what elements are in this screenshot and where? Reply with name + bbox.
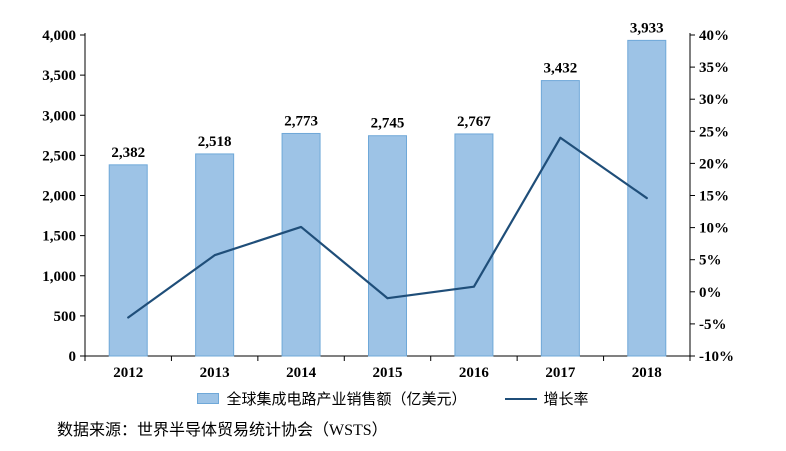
svg-text:2018: 2018 — [632, 365, 662, 381]
svg-text:1,000: 1,000 — [42, 269, 76, 285]
svg-text:3,432: 3,432 — [543, 61, 577, 77]
svg-text:0%: 0% — [699, 285, 722, 301]
svg-text:4,000: 4,000 — [42, 28, 76, 44]
line-series-label: 增长率 — [543, 392, 589, 408]
svg-text:2013: 2013 — [200, 365, 230, 381]
legend-item-sales: 全球集成电路产业销售额（亿美元） — [197, 388, 467, 409]
svg-text:2017: 2017 — [545, 365, 576, 381]
svg-text:30%: 30% — [699, 92, 729, 108]
bar-series-swatch — [197, 393, 220, 404]
svg-text:15%: 15% — [699, 189, 729, 205]
svg-text:500: 500 — [54, 309, 77, 325]
svg-text:3,500: 3,500 — [42, 68, 76, 84]
bar-series-label: 全球集成电路产业销售额（亿美元） — [226, 392, 467, 408]
svg-text:1,500: 1,500 — [42, 229, 76, 245]
svg-text:35%: 35% — [699, 60, 729, 76]
svg-text:0: 0 — [69, 349, 77, 365]
svg-text:2014: 2014 — [286, 365, 317, 381]
svg-text:3,000: 3,000 — [42, 108, 76, 124]
svg-text:2,382: 2,382 — [111, 145, 145, 161]
svg-text:2,000: 2,000 — [42, 189, 76, 205]
svg-text:40%: 40% — [699, 28, 729, 44]
svg-text:25%: 25% — [699, 124, 729, 140]
svg-text:2,767: 2,767 — [457, 114, 491, 130]
svg-text:10%: 10% — [699, 221, 729, 237]
svg-text:2,773: 2,773 — [284, 113, 318, 129]
svg-text:2016: 2016 — [459, 365, 490, 381]
svg-text:2,518: 2,518 — [198, 134, 232, 150]
svg-text:-10%: -10% — [699, 349, 734, 365]
svg-text:5%: 5% — [699, 253, 722, 269]
source-note: 数据来源：世界半导体贸易统计协会（WSTS） — [57, 422, 388, 439]
svg-text:20%: 20% — [699, 156, 729, 172]
legend-item-growth: 增长率 — [504, 388, 589, 409]
svg-text:2012: 2012 — [113, 365, 143, 381]
legend: 全球集成电路产业销售额（亿美元） 增长率 — [0, 388, 786, 409]
combo-chart: 0 500 1,000 1,500 2,000 2,500 3,000 3,500 4,000 -… — [42, 20, 734, 381]
svg-text:2,500: 2,500 — [42, 148, 76, 164]
svg-text:3,933: 3,933 — [630, 20, 664, 36]
svg-text:2015: 2015 — [373, 365, 403, 381]
svg-text:2,745: 2,745 — [371, 116, 405, 132]
svg-text:-5%: -5% — [699, 317, 727, 333]
line-series-swatch — [504, 397, 537, 400]
